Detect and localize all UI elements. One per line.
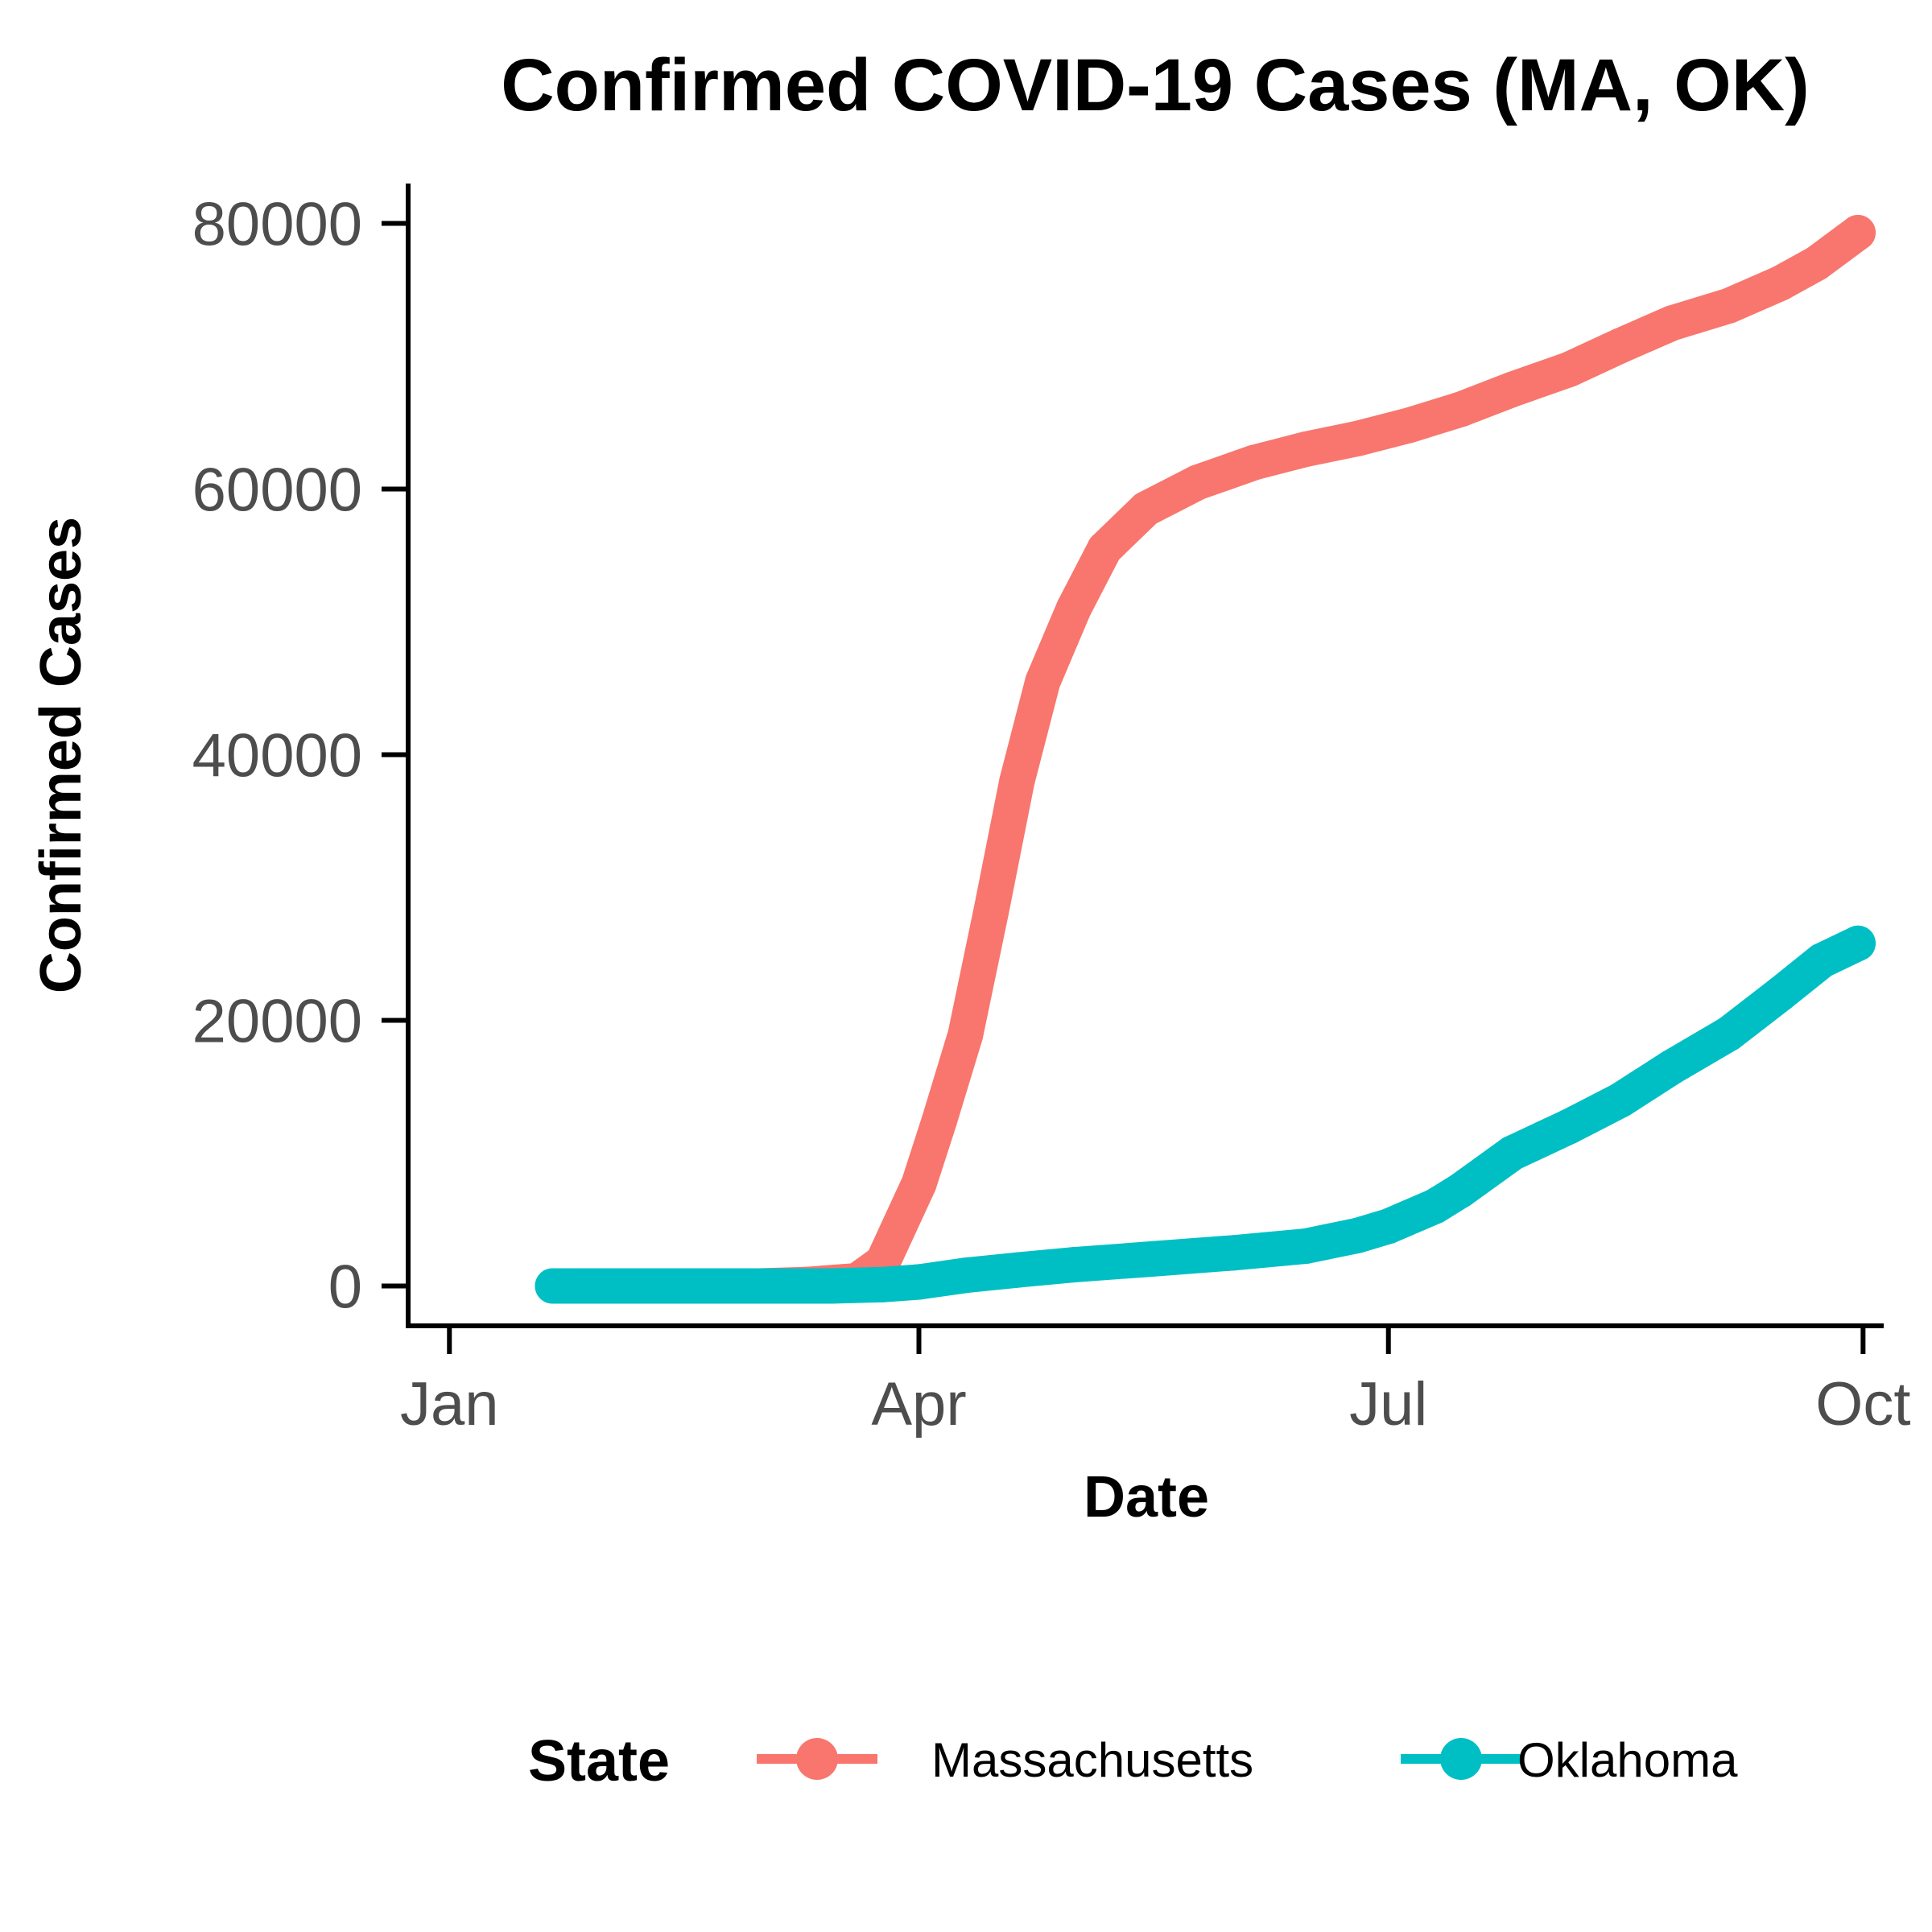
x-axis-title: Date <box>1084 1465 1209 1530</box>
data-point <box>1370 1208 1406 1245</box>
data-point <box>1417 1188 1453 1224</box>
data-point <box>1055 591 1092 626</box>
data-point <box>922 1102 958 1138</box>
y-tick-label: 0 <box>328 1253 362 1322</box>
y-tick-label: 40000 <box>192 722 362 791</box>
data-point <box>1236 444 1273 481</box>
data-point <box>1840 925 1876 961</box>
legend-title: State <box>528 1729 670 1794</box>
chart-title: Confirmed COVID-19 Cases (MA, OK) <box>501 44 1810 126</box>
series-oklahoma <box>535 925 1876 1304</box>
data-point <box>1128 491 1164 527</box>
data-point <box>1391 407 1427 444</box>
data-point <box>1798 246 1835 281</box>
data-point <box>1551 352 1587 387</box>
data-point <box>1443 1172 1479 1208</box>
series-line <box>535 925 1876 1304</box>
data-point <box>1340 420 1376 456</box>
y-axis-title: Confirmed Cases <box>29 517 93 993</box>
data-point <box>1603 328 1639 364</box>
data-point <box>535 1268 571 1304</box>
x-ticks: Jan Apr Jul Oct <box>400 1326 1910 1439</box>
data-point <box>1288 1228 1324 1264</box>
data-point <box>1494 1135 1530 1171</box>
data-point <box>947 1257 984 1294</box>
series-line <box>592 215 1876 1304</box>
data-point <box>1762 976 1798 1012</box>
data-point <box>1711 287 1747 324</box>
data-point <box>1087 530 1123 567</box>
data-point <box>901 1264 937 1300</box>
y-ticks: 0 20000 40000 60000 80000 <box>192 191 408 1322</box>
legend-item-massachusetts: Massachusetts <box>757 1733 1253 1787</box>
data-point <box>1654 305 1690 341</box>
y-tick-label: 20000 <box>192 988 362 1056</box>
data-point <box>1551 1108 1587 1145</box>
data-point <box>865 1266 901 1302</box>
data-point <box>1340 1217 1376 1253</box>
data-point <box>973 894 1009 930</box>
data-point <box>1711 1016 1747 1051</box>
data-point <box>1840 215 1876 250</box>
data-point <box>1654 1049 1690 1085</box>
data-point <box>1603 1082 1639 1118</box>
data-point <box>1804 943 1840 979</box>
data-point <box>1494 371 1530 407</box>
legend-label: Massachusetts <box>931 1733 1253 1787</box>
plot-area: 0 20000 40000 60000 80000 Jan Apr Jul Oct <box>192 184 1910 1439</box>
data-point <box>947 1017 984 1053</box>
data-point <box>1443 391 1479 427</box>
data-point <box>1179 464 1216 501</box>
x-tick-label: Apr <box>871 1370 966 1439</box>
data-point <box>999 1252 1035 1288</box>
data-point <box>1762 265 1798 301</box>
series-massachusetts <box>592 215 1876 1304</box>
data-point <box>1025 663 1061 700</box>
x-tick-label: Oct <box>1815 1370 1910 1439</box>
y-tick-label: 80000 <box>192 191 362 259</box>
data-point <box>1128 1241 1164 1278</box>
data-point <box>1216 1235 1252 1271</box>
x-tick-label: Jan <box>400 1370 499 1439</box>
legend-item-oklahoma: Oklahoma <box>1401 1733 1738 1787</box>
data-point <box>999 763 1035 799</box>
series-layer <box>535 215 1876 1304</box>
legend-key-point <box>796 1738 838 1780</box>
data-point <box>663 1268 700 1304</box>
x-tick-label: Jul <box>1349 1370 1427 1439</box>
y-tick-label: 60000 <box>192 456 362 525</box>
data-point <box>813 1268 849 1304</box>
data-point <box>1055 1247 1092 1283</box>
legend-label: Oklahoma <box>1517 1733 1738 1787</box>
data-point <box>901 1166 937 1202</box>
data-point <box>1288 431 1324 467</box>
legend-key-point <box>1440 1738 1482 1780</box>
legend: State Massachusetts Oklahoma <box>528 1729 1738 1794</box>
